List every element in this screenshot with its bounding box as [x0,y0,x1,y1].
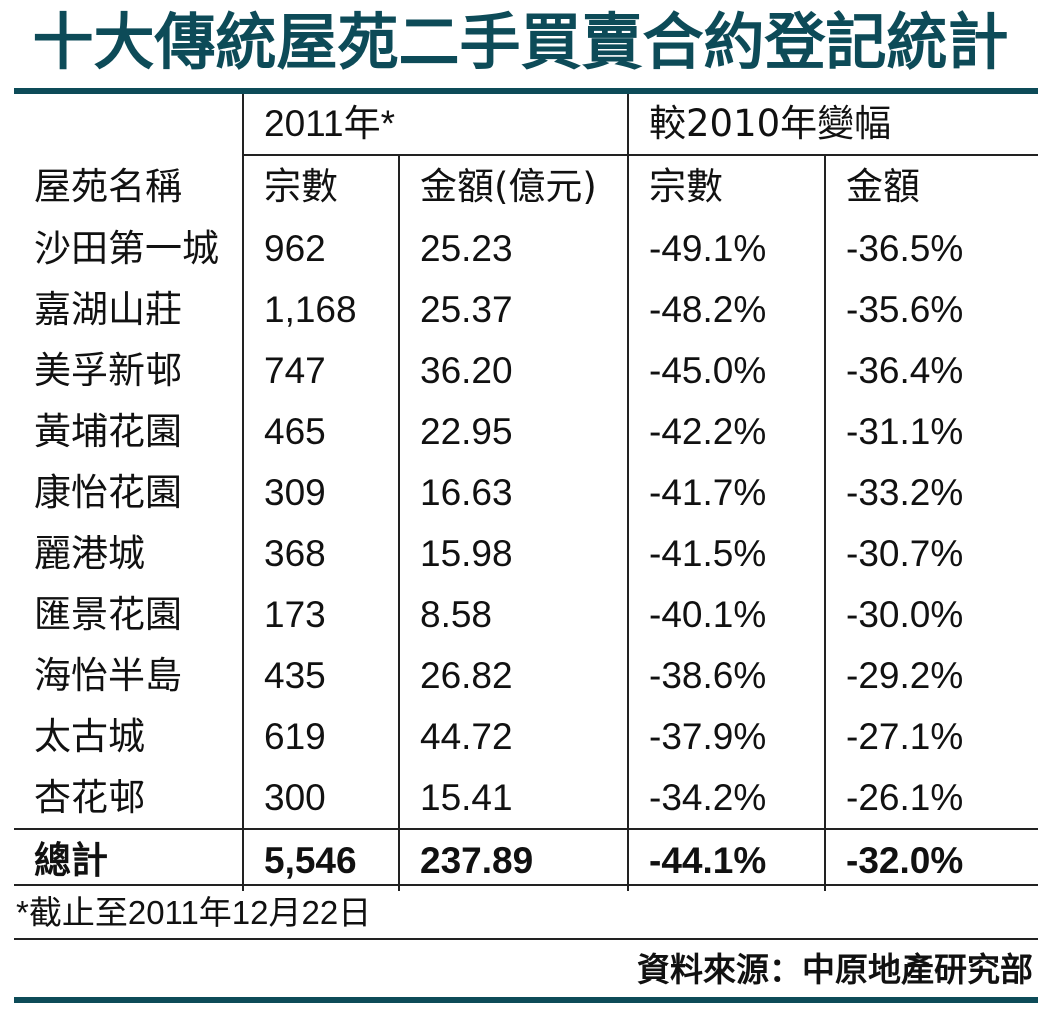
amount-cell: 25.37 [398,279,628,340]
header-estate-name: 屋苑名稱 [34,164,182,208]
amount-change-cell: -36.4% [823,340,1039,401]
table-row: 匯景花園 173 8.58 -40.1% -30.0% [14,584,1039,645]
count-change-cell: -38.6% [627,645,825,706]
bottom-rule [14,997,1038,1003]
amount-cell: 36.20 [398,340,628,401]
estate-name: 美孚新邨 [34,349,182,392]
header-empty-cell [14,94,243,155]
total-amount-change: -32.0% [823,828,1039,891]
footnote: *截止至2011年12月22日 [14,884,1038,940]
total-count-change: -44.1% [627,828,825,891]
amount-change-cell: -26.1% [823,767,1039,829]
estate-name: 黃埔花園 [34,410,182,453]
amount-cell: 22.95 [398,401,628,462]
amount-cell: 16.63 [398,462,628,523]
count-change-cell: -42.2% [627,401,825,462]
count-cell: 619 [242,706,399,767]
header-amount: 金額(億元) [398,155,628,218]
estate-name: 太古城 [34,715,145,758]
table-row: 康怡花園 309 16.63 -41.7% -33.2% [14,462,1039,523]
count-cell: 173 [242,584,399,645]
count-change-cell: -41.5% [627,523,825,584]
table-row: 太古城 619 44.72 -37.9% -27.1% [14,706,1039,767]
count-cell: 1,168 [242,279,399,340]
count-change-cell: -45.0% [627,340,825,401]
header-amount-change: 金額 [823,155,1039,218]
amount-change-cell: -35.6% [823,279,1039,340]
count-cell: 368 [242,523,399,584]
header-count-change: 宗數 [627,155,825,218]
table-row: 杏花邨 300 15.41 -34.2% -26.1% [14,767,1039,829]
count-change-cell: -34.2% [627,767,825,829]
header-row-groups: 2011年* 較2010年變幅 [14,94,1039,156]
table-title: 十大傳統屋苑二手買賣合約登記統計 [32,7,1009,78]
estate-name: 杏花邨 [34,776,145,819]
amount-change-cell: -27.1% [823,706,1039,767]
amount-change-cell: -33.2% [823,462,1039,523]
amount-change-cell: -30.0% [823,584,1039,645]
count-change-cell: -41.7% [627,462,825,523]
count-cell: 747 [242,340,399,401]
amount-cell: 44.72 [398,706,628,767]
amount-change-cell: -31.1% [823,401,1039,462]
estate-name: 嘉湖山莊 [34,288,182,331]
amount-cell: 15.98 [398,523,628,584]
amount-change-cell: -29.2% [823,645,1039,706]
table-row: 海怡半島 435 26.82 -38.6% -29.2% [14,645,1039,706]
table-row: 黃埔花園 465 22.95 -42.2% -31.1% [14,401,1039,462]
source-credit: 資料來源：中原地產研究部 [637,950,1033,989]
estate-name: 海怡半島 [34,654,182,697]
top-rule [14,88,1038,94]
amount-cell: 15.41 [398,767,628,829]
table-row: 美孚新邨 747 36.20 -45.0% -36.4% [14,340,1039,401]
total-label: 總計 [14,828,243,891]
statistics-table: 2011年* 較2010年變幅 屋苑名稱 宗數 金額(億元) 宗數 金額 沙田第… [14,94,1039,891]
header-row-columns: 屋苑名稱 宗數 金額(億元) 宗數 金額 [14,155,1039,218]
total-count: 5,546 [242,828,399,891]
count-cell: 309 [242,462,399,523]
total-row: 總計 5,546 237.89 -44.1% -32.0% [14,828,1039,891]
count-cell: 465 [242,401,399,462]
amount-change-cell: -30.7% [823,523,1039,584]
amount-cell: 26.82 [398,645,628,706]
count-change-cell: -48.2% [627,279,825,340]
amount-change-cell: -36.5% [823,218,1039,279]
amount-cell: 8.58 [398,584,628,645]
count-cell: 300 [242,767,399,829]
count-cell: 435 [242,645,399,706]
count-change-cell: -49.1% [627,218,825,279]
table-row: 麗港城 368 15.98 -41.5% -30.7% [14,523,1039,584]
header-count: 宗數 [242,155,399,218]
amount-cell: 25.23 [398,218,628,279]
count-change-cell: -40.1% [627,584,825,645]
estate-name: 匯景花園 [34,593,182,636]
estate-name: 麗港城 [34,532,145,575]
count-cell: 962 [242,218,399,279]
estate-name: 沙田第一城 [34,227,219,270]
table-row: 嘉湖山莊 1,168 25.37 -48.2% -35.6% [14,279,1039,340]
count-change-cell: -37.9% [627,706,825,767]
total-amount: 237.89 [398,828,628,891]
estate-name: 康怡花園 [34,471,182,514]
table-row: 沙田第一城 962 25.23 -49.1% -36.5% [14,218,1039,279]
header-group-change: 較2010年變幅 [626,94,1039,156]
header-group-2011: 2011年* [242,94,628,156]
